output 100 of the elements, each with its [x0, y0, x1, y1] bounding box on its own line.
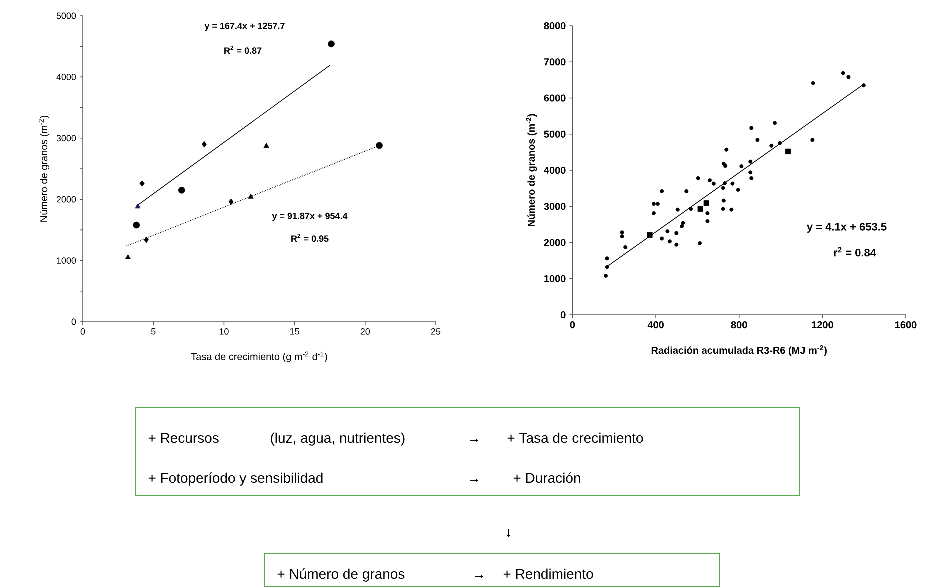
point: [706, 211, 710, 216]
point: [730, 182, 735, 186]
x-tick-label: 25: [431, 328, 441, 335]
point: [811, 81, 816, 86]
y-tick-label: 7000: [544, 58, 566, 66]
point: [740, 164, 744, 169]
annotation: y = 167.4x + 1257.7: [204, 22, 285, 32]
y-tick-label: 2000: [544, 239, 566, 246]
text: ↓: [507, 529, 510, 538]
annotation: y = 4.1x + 653.5: [807, 223, 887, 233]
annotation: r$^{2}$ = 0.84: [834, 247, 876, 257]
y-tick-label: 6000: [544, 94, 566, 102]
y-tick-label: 5000: [544, 130, 566, 138]
point: [660, 189, 664, 194]
point: [722, 182, 727, 186]
point: [756, 138, 760, 142]
point: [750, 126, 754, 130]
point: [689, 207, 694, 212]
point: [660, 236, 664, 241]
point: [178, 187, 186, 194]
point: [666, 230, 670, 234]
point: [721, 207, 726, 212]
y-axis-title: Número de granos (m$^{-2}$): [39, 116, 50, 222]
point: [135, 204, 141, 209]
annotation: y = 91.87x + 954.4: [272, 212, 348, 222]
point: [674, 242, 679, 247]
point: [652, 211, 656, 216]
y-tick-label: 8000: [544, 22, 566, 30]
x-tick-label: 10: [220, 328, 229, 335]
point: [698, 241, 702, 246]
point: [748, 170, 753, 175]
y-tick-label: 4000: [56, 74, 76, 80]
point: [810, 138, 815, 142]
y-tick-label: 1000: [544, 275, 566, 282]
text: →: [470, 479, 478, 482]
point: [696, 176, 700, 180]
annotation: R$^{2}$ = 0.95: [292, 234, 329, 242]
text: + Fotoperíodo y sensibilidad: [148, 472, 323, 486]
point: [786, 148, 792, 155]
point: [708, 178, 712, 183]
point: [846, 75, 851, 80]
text: + Recursos: [148, 433, 219, 444]
text: + Duración: [514, 472, 580, 484]
x-axis-title: Tasa de crecimiento (g m$^{-2}$ d$^{-1}$): [191, 352, 328, 362]
point: [202, 141, 207, 148]
point: [674, 231, 679, 236]
text: + Número de granos: [278, 568, 405, 582]
point: [724, 148, 729, 152]
point: [605, 265, 610, 270]
point: [620, 230, 624, 235]
point: [730, 208, 734, 212]
y-tick-label: 0: [561, 311, 566, 319]
text: →: [475, 575, 484, 578]
y-tick-label: 5000: [56, 12, 76, 20]
point: [620, 234, 624, 239]
y-tick-label: 3000: [544, 203, 566, 210]
point: [736, 188, 740, 192]
point: [684, 189, 689, 194]
x-tick-label: 0: [80, 328, 86, 335]
point: [228, 198, 234, 206]
point: [778, 141, 782, 146]
point: [125, 254, 131, 260]
point: [647, 232, 653, 238]
point: [680, 224, 684, 228]
x-tick-label: 1200: [812, 322, 834, 329]
annotation: R$^{2}$ = 0.87: [224, 46, 262, 54]
point: [604, 274, 608, 278]
point: [862, 84, 866, 88]
y-axis-title: Número de granos (m$^{-2}$): [526, 114, 538, 227]
point: [721, 186, 726, 190]
point: [668, 240, 672, 244]
point: [704, 200, 710, 206]
point: [328, 40, 335, 48]
text: →: [470, 439, 478, 442]
point: [772, 121, 777, 126]
y-tick-label: 2000: [56, 196, 76, 203]
point: [264, 143, 270, 148]
point: [770, 144, 774, 148]
point: [676, 208, 680, 212]
point: [698, 206, 704, 212]
point: [140, 180, 145, 187]
point: [722, 198, 726, 203]
point: [706, 219, 710, 224]
x-tick-label: 800: [731, 322, 748, 329]
point: [748, 160, 753, 164]
point: [750, 176, 754, 180]
point: [605, 256, 610, 261]
point: [133, 222, 140, 229]
text: (luz, agua, nutrientes): [271, 432, 405, 446]
x-tick-label: 400: [648, 322, 664, 329]
point: [656, 202, 660, 206]
point: [624, 245, 628, 250]
y-tick-label: 1000: [57, 258, 76, 264]
point: [248, 194, 254, 199]
point: [712, 182, 716, 186]
point: [681, 221, 686, 226]
point: [841, 71, 846, 76]
y-tick-label: 4000: [544, 166, 566, 174]
x-axis-title: Radiación acumulada R3-R6 (MJ m$^{-2}$): [652, 345, 827, 356]
x-tick-label: 0: [570, 322, 576, 329]
